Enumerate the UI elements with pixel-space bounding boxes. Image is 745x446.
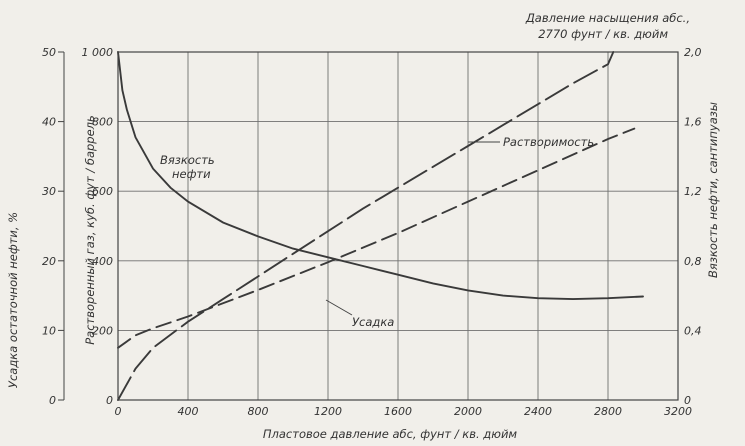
x-tick-label: 3200 (664, 405, 692, 418)
y-shrinkage-tick-label: 40 (42, 116, 56, 129)
y-viscosity-tick-label: 0,4 (684, 324, 702, 337)
y-shrinkage-tick-label: 20 (42, 255, 56, 268)
bubble-point-annotation-line-1: Давление насыщения абс., (525, 11, 690, 25)
y-gas-tick-label: 200 (92, 324, 113, 337)
x-tick-label: 0 (115, 405, 122, 418)
y-shrinkage-axis-title: Усадка остаточной нефти, % (6, 212, 20, 388)
y-shrinkage-tick-label: 30 (42, 185, 56, 198)
y-gas-axis-title: Растворенный газ, куб. фут / баррель (83, 115, 97, 345)
series-line-solubility (117, 51, 615, 401)
y-viscosity-tick-label: 1,2 (684, 185, 702, 198)
y-viscosity-tick-label: 2,0 (684, 46, 702, 59)
series-label-viscosity-line-1: Вязкость (160, 153, 215, 167)
y-gas-tick-label: 1 000 (82, 46, 114, 59)
shrinkage-leader-line (325, 299, 353, 316)
series-label-viscosity-line-2: нефти (172, 167, 211, 181)
x-tick-label: 400 (178, 405, 199, 418)
x-tick-label: 1200 (314, 405, 342, 418)
y-shrinkage-tick-label: 10 (42, 324, 56, 337)
y-gas-tick-label: 0 (106, 394, 113, 407)
y-gas-tick-label: 800 (92, 116, 113, 129)
bubble-point-annotation-line-2: 2770 фунт / кв. дюйм (538, 27, 668, 41)
plot-area (117, 51, 644, 401)
x-tick-label: 1600 (384, 405, 412, 418)
grid (118, 52, 678, 400)
series-label-shrinkage: Усадка (325, 299, 394, 329)
y-viscosity-tick-label: 0 (684, 394, 691, 407)
series-label-solubility-text: Растворимость (503, 135, 594, 149)
series-line-viscosity (117, 51, 644, 301)
y-shrinkage-tick-label: 50 (42, 46, 56, 59)
series-line-shrinkage (117, 127, 636, 349)
y-gas-tick-label: 400 (92, 255, 113, 268)
y-viscosity-tick-label: 0,8 (684, 255, 702, 268)
x-tick-label: 2000 (454, 405, 482, 418)
x-tick-label: 2800 (594, 405, 622, 418)
y-shrinkage-tick-label: 0 (49, 394, 56, 407)
x-tick-label: 2400 (524, 405, 552, 418)
tick-labels: 0 400 800 1200 1600 2000 2400 2800 3200020040060… (42, 46, 702, 418)
y-viscosity-axis-title: Вязкость нефти, сантипуазы (706, 102, 720, 278)
y-gas-tick-label: 600 (92, 185, 113, 198)
y-viscosity-tick-label: 1,6 (684, 116, 702, 129)
x-tick-label: 800 (248, 405, 269, 418)
plot-frame (117, 51, 679, 401)
series-label-shrinkage-text: Усадка (352, 315, 394, 329)
series-label-solubility: Растворимость (468, 135, 594, 149)
series-label-viscosity: Вязкость нефти (160, 153, 215, 181)
x-axis-title: Пластовое давление абс, фунт / кв. дюйм (263, 427, 518, 441)
